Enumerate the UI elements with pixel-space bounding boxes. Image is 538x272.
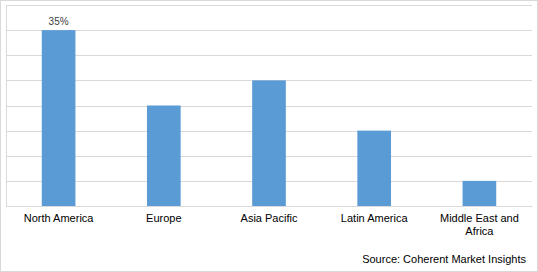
grid-line — [6, 206, 532, 207]
x-tick-label: Europe — [146, 212, 181, 224]
data-labels: 35% — [49, 16, 69, 27]
bar — [357, 131, 391, 206]
x-tick-label: Latin America — [341, 212, 409, 224]
x-axis: North America Europe Asia Pacific Latin Ame… — [7, 206, 533, 237]
chart: North America Europe Asia Pacific Latin Ame… — [0, 0, 538, 272]
bar — [463, 181, 497, 206]
grid-line — [6, 30, 532, 31]
bar — [252, 80, 286, 206]
x-tick-label: Middle East andAfrica — [440, 212, 519, 237]
x-tick-label-line: Europe — [146, 212, 181, 224]
bars — [42, 30, 496, 206]
x-tick-label-line: North America — [24, 212, 95, 224]
x-tick: Middle East andAfrica — [440, 206, 519, 237]
x-tick: Europe — [146, 206, 181, 224]
x-tick-label-line: Latin America — [341, 212, 409, 224]
plot: North America Europe Asia Pacific Latin Ame… — [6, 6, 533, 238]
bar — [147, 106, 181, 207]
bar — [42, 30, 76, 206]
x-tick-label-line: Middle East and — [440, 212, 519, 224]
x-axis-line — [7, 206, 533, 207]
grid — [6, 6, 532, 207]
x-tick-label: North America — [24, 212, 95, 224]
grid-line — [6, 55, 532, 56]
x-tick: Asia Pacific — [241, 206, 298, 224]
x-tick: North America — [24, 206, 95, 224]
frame — [1, 1, 538, 272]
source-note: Source: Coherent Market Insights — [362, 253, 526, 265]
y-axis — [6, 6, 8, 207]
x-tick: Latin America — [341, 206, 409, 224]
x-tick-label: Asia Pacific — [241, 212, 298, 224]
y-axis-line — [6, 6, 7, 207]
x-tick-label-line: Asia Pacific — [241, 212, 298, 224]
data-label: 35% — [49, 16, 69, 27]
grid-line — [6, 5, 532, 6]
x-tick-label-line: Africa — [465, 225, 494, 237]
